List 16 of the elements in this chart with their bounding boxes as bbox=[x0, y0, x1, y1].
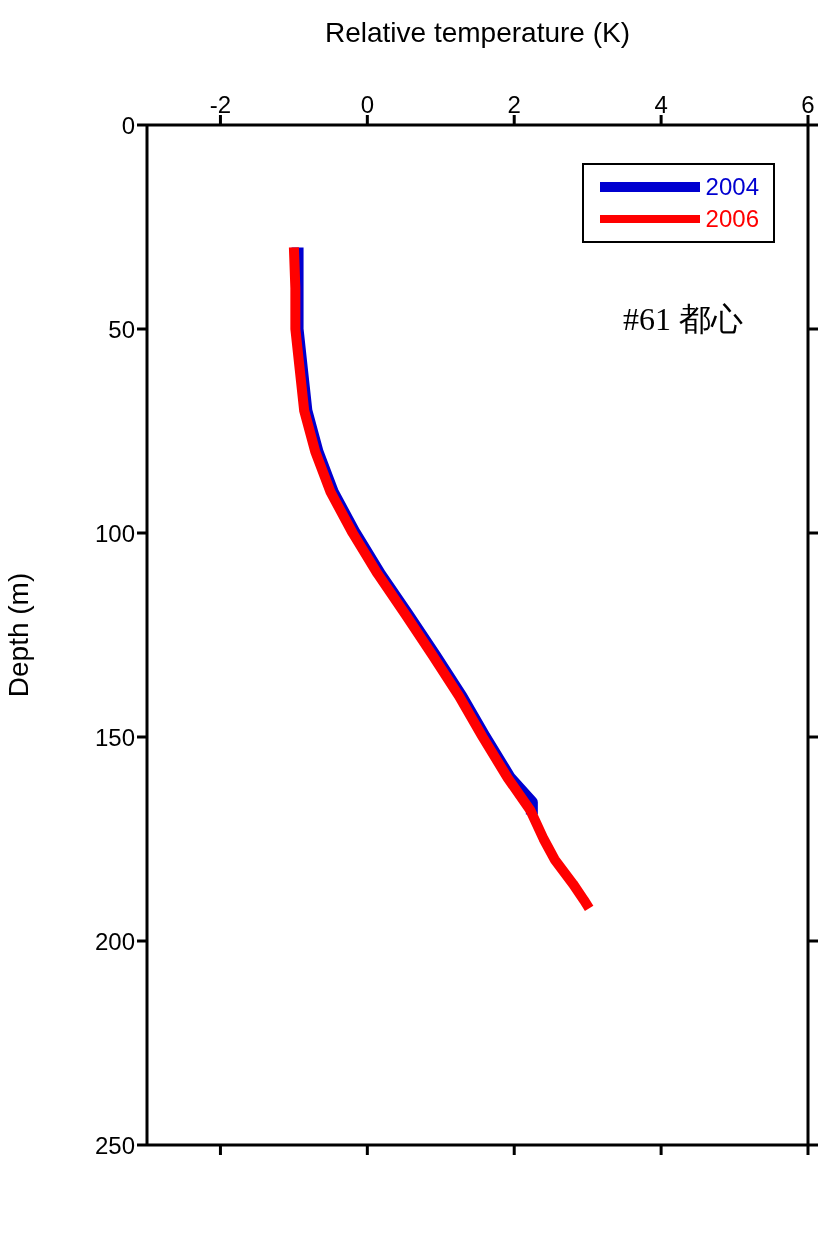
y-tick-label: 250 bbox=[94, 1131, 135, 1159]
legend-label: 2004 bbox=[705, 173, 759, 201]
x-axis-title: Relative temperature (K) bbox=[324, 16, 631, 50]
y-tick-label: 50 bbox=[108, 315, 135, 343]
y-tick-label: 0 bbox=[121, 111, 135, 139]
y-tick-label: 100 bbox=[94, 519, 135, 547]
x-tick-label: -2 bbox=[209, 91, 232, 118]
y-tick-label: 150 bbox=[94, 723, 135, 751]
x-tick-label: 4 bbox=[654, 91, 668, 118]
legend-label: 2006 bbox=[705, 205, 759, 233]
annotation: #61 都心 bbox=[623, 300, 743, 339]
y-tick-label: 200 bbox=[94, 927, 135, 955]
x-tick-label: 6 bbox=[801, 91, 815, 118]
x-tick-label: 0 bbox=[360, 91, 375, 118]
y-axis-title: Depth (m) bbox=[2, 572, 34, 698]
x-tick-label: 2 bbox=[507, 91, 521, 118]
